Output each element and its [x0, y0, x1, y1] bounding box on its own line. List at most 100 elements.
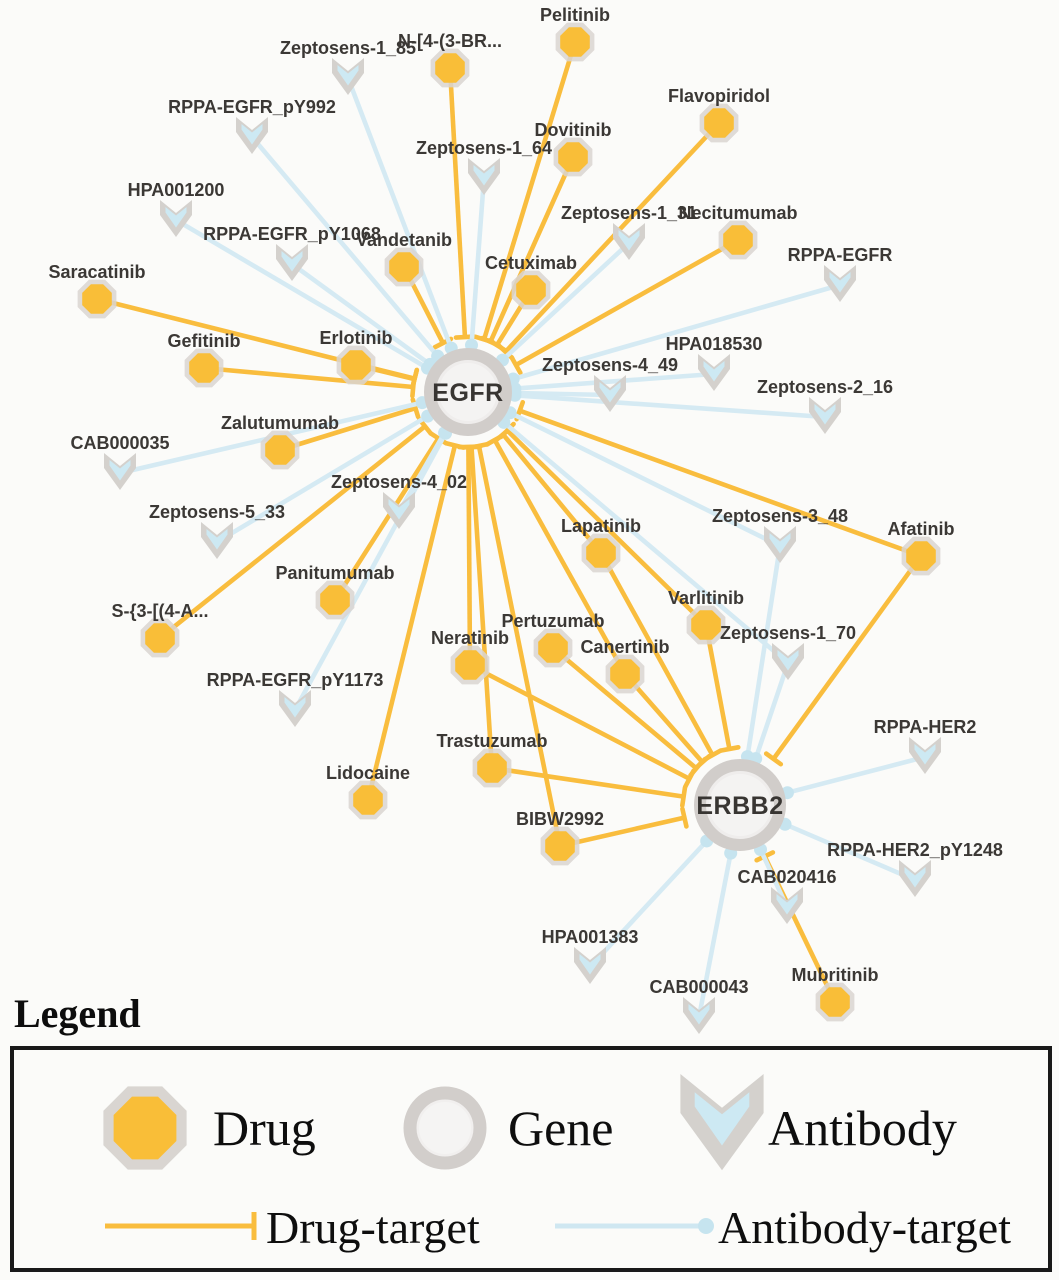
legend-box: Drug Gene Antibody Drug-target Antibody-…: [10, 1046, 1052, 1272]
drug-node: [605, 654, 645, 694]
gene-node: EGFR: [424, 348, 512, 436]
drug-target-edge: [481, 41, 578, 341]
node-label: RPPA-HER2: [874, 717, 977, 737]
drug-target-edge: [503, 121, 721, 354]
node-label: Dovitinib: [535, 120, 612, 140]
drug-node: [77, 279, 117, 319]
drug-target-edge: [492, 438, 628, 676]
antibody-chevron: [388, 499, 410, 520]
drug-node: [336, 345, 376, 385]
node-label: Zalutumumab: [221, 413, 339, 433]
node-label: RPPA-HER2_pY1248: [827, 840, 1003, 860]
drug-octagon: [560, 27, 590, 57]
antibody-target-edge: [784, 822, 916, 883]
antibody-node: [383, 492, 415, 529]
node-label: BIBW2992: [516, 809, 604, 829]
drug-octagon: [723, 225, 753, 255]
antibody-node: [772, 643, 804, 680]
antibody-target-edge: [500, 241, 631, 362]
antibody-target-edge-icon: [555, 1218, 714, 1234]
drug-node: [384, 247, 424, 287]
antibody-target-dot: [698, 1218, 714, 1234]
antibody-chevron: [337, 65, 359, 86]
antibody-node: [236, 117, 268, 154]
drug-octagon: [265, 435, 295, 465]
antibody-chevron: [579, 954, 601, 975]
legend-drug-target-label: Drug-target: [266, 1202, 480, 1253]
node-label: Zeptosens-2_16: [757, 377, 893, 397]
node-label: RPPA-EGFR: [788, 245, 893, 265]
drug-target-tee: [718, 745, 741, 753]
drug-target-edge: [158, 424, 427, 640]
antibody-chevron: [618, 230, 640, 251]
drug-icon-body: [113, 1096, 177, 1160]
drug-target-edge: [491, 765, 684, 799]
antibody-node: [683, 997, 715, 1034]
node-label: Lidocaine: [326, 763, 410, 783]
gene-nodes-layer: EGFR ERBB2: [424, 348, 786, 851]
node-label: Zeptosens-1_70: [720, 623, 856, 643]
drug-octagon: [610, 659, 640, 689]
drug-target-edge: [518, 408, 922, 559]
drug-node: [581, 533, 621, 573]
antibody-chevron: [473, 165, 495, 186]
node-label: Afatinib: [888, 519, 955, 539]
antibody-chevron: [814, 404, 836, 425]
antibody-chevron: [165, 207, 187, 228]
drug-target-edge: [203, 365, 414, 390]
drug-octagon: [389, 252, 419, 282]
drug-octagon: [82, 284, 112, 314]
drug-target-tee: [486, 338, 507, 353]
drug-target-edge: [623, 672, 705, 764]
drug-octagon: [820, 987, 850, 1017]
antibody-chevron: [206, 529, 228, 550]
antibody-chevron: [776, 894, 798, 915]
antibody-chevron: [241, 124, 263, 145]
node-label: HPA001200: [128, 180, 225, 200]
gene-node: ERBB2: [694, 759, 786, 851]
drug-target-tee: [410, 368, 419, 391]
node-labels-layer: Pelitinib N-[4-(3-BR... Dovitinib Flavopiri…: [48, 5, 1002, 997]
node-glyphs-layer: [77, 22, 941, 1034]
node-label: Pelitinib: [540, 5, 610, 25]
antibody-target-edge: [588, 839, 709, 969]
node-label: Trastuzumab: [436, 731, 547, 751]
drug-target-edge: [476, 445, 563, 847]
drug-octagon: [341, 350, 371, 380]
drug-octagon: [906, 541, 936, 571]
antibody-node: [201, 522, 233, 559]
drug-target-edge: [365, 444, 458, 801]
drug-node-icon: [103, 1086, 187, 1170]
drug-target-edge: [505, 428, 708, 627]
antibody-chevron: [904, 867, 926, 888]
node-label: RPPA-EGFR_pY992: [168, 97, 336, 117]
node-label: Zeptosens-1_31: [561, 203, 697, 223]
drug-target-tee: [688, 759, 705, 778]
drug-target-edge: [551, 646, 698, 771]
gene-circle-center: [439, 363, 497, 421]
antibody-chevron: [281, 251, 303, 272]
drug-target-edge: [501, 432, 603, 555]
drug-target-edge: [469, 446, 495, 769]
antibody-node: [824, 265, 856, 302]
drug-node: [815, 982, 855, 1022]
antibody-target-edge: [745, 545, 783, 757]
node-label: Zeptosens-5_33: [149, 502, 285, 522]
drug-octagon: [516, 275, 546, 305]
node-label: Lapatinib: [561, 516, 641, 536]
antibody-node: [613, 223, 645, 260]
antibody-target-edge: [502, 420, 790, 665]
drug-node: [450, 645, 490, 685]
legend-antibody-label: Antibody: [768, 1100, 957, 1156]
legend-drug-label: Drug: [213, 1100, 316, 1156]
drug-octagon: [455, 650, 485, 680]
node-label: S-{3-[(4-A...: [111, 601, 208, 621]
drug-target-edge: [488, 156, 576, 343]
drug-octagon: [691, 610, 721, 640]
antibody-target-edge: [514, 390, 611, 398]
node-label: Mubritinib: [792, 965, 879, 985]
drug-target-tee: [680, 806, 689, 829]
drug-target-edge-icon: [105, 1212, 257, 1240]
node-label: Panitumumab: [275, 563, 394, 583]
